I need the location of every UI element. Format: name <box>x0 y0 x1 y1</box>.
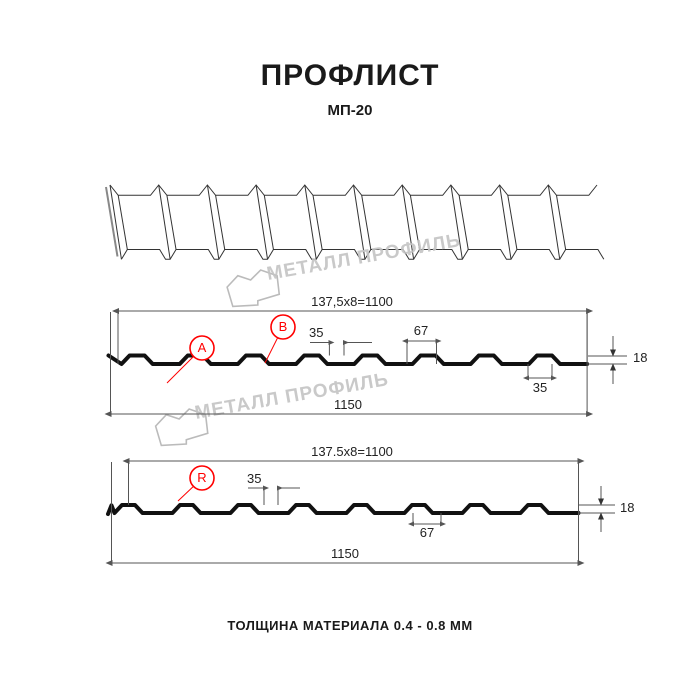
svg-text:67: 67 <box>420 525 434 540</box>
svg-text:18: 18 <box>620 500 634 515</box>
svg-text:35: 35 <box>247 471 261 486</box>
svg-text:1150: 1150 <box>331 546 359 561</box>
svg-text:137.5x8=1100: 137.5x8=1100 <box>311 444 393 459</box>
svg-text:R: R <box>197 470 206 485</box>
